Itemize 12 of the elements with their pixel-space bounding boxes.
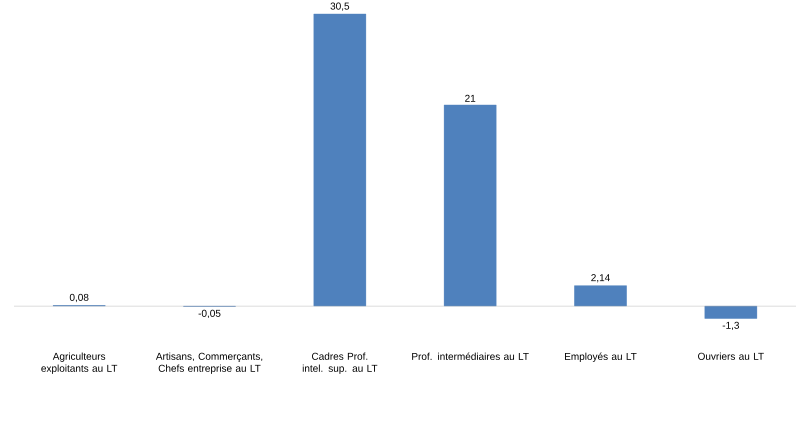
data-label: -1,3 [722, 322, 740, 330]
x-tick-label: Employés au LT [565, 352, 637, 362]
x-tick-label: Agriculteurs exploitants au LT [41, 352, 118, 374]
data-label: -0,05 [198, 310, 220, 318]
x-tick-label: Prof. intermédiaires au LT [412, 352, 529, 360]
data-label: 21 [465, 94, 476, 102]
x-tick-label: Cadres Prof. intel. sup. au LT [302, 352, 378, 374]
x-tick-label: Artisans, Commerçants, Chefs entreprise au LT [156, 352, 262, 374]
data-label: 2,14 [591, 274, 610, 282]
data-label: 30,5 [330, 2, 350, 11]
data-label: 0,08 [70, 294, 88, 302]
x-tick-label: Ouvriers au LT [698, 352, 764, 360]
